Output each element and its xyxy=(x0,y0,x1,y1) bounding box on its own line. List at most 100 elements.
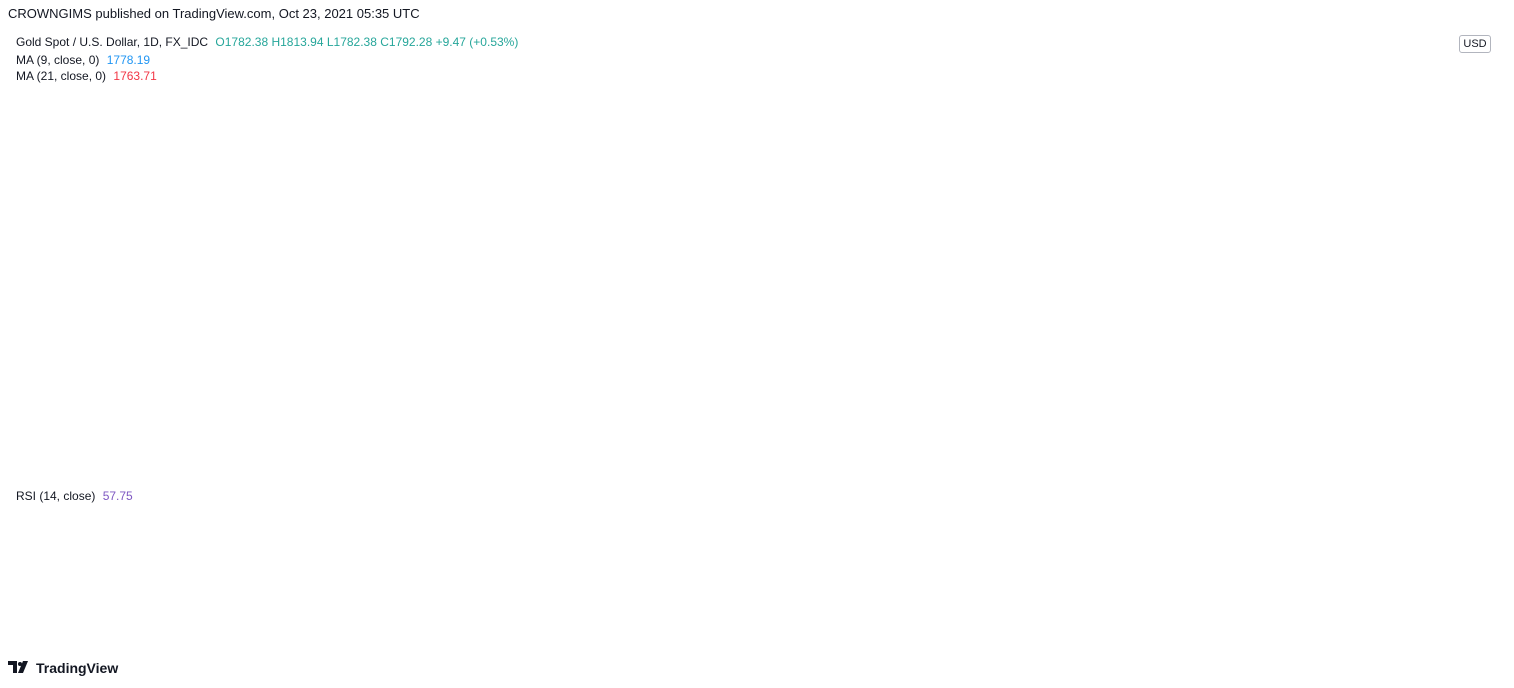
candle-body xyxy=(650,306,654,316)
symbol-legend: Gold Spot / U.S. Dollar, 1D, FX_IDC O178… xyxy=(16,35,518,49)
candle-body xyxy=(464,64,469,69)
candle-body xyxy=(35,338,40,354)
candle-body xyxy=(634,287,639,299)
candle-body xyxy=(1015,238,1020,248)
candle-body xyxy=(1074,309,1078,325)
candle-body xyxy=(597,298,601,312)
price-tick-label: 1740.00 xyxy=(1453,352,1493,364)
candle-body xyxy=(475,73,480,75)
candle-body xyxy=(946,214,951,221)
candle-body xyxy=(395,156,400,175)
candle-body xyxy=(798,220,803,224)
candle-body xyxy=(273,265,278,288)
symbol-title[interactable]: Gold Spot / U.S. Dollar, 1D, FX_IDC xyxy=(16,35,209,49)
candle-body xyxy=(120,349,124,358)
candle-body xyxy=(623,284,628,292)
last-price-tag xyxy=(1445,254,1500,269)
candle-body xyxy=(141,357,146,376)
level-price-label: 1789.36 xyxy=(1452,262,1492,274)
ma21-label[interactable]: MA (21, close, 0) xyxy=(16,69,107,83)
level-price-tag xyxy=(1445,331,1500,346)
candle-body xyxy=(1116,320,1121,325)
candle-body xyxy=(220,346,225,354)
candle-body xyxy=(104,371,109,376)
candle-body xyxy=(448,55,453,83)
candle-body xyxy=(840,360,845,362)
candle-body xyxy=(708,220,713,226)
candle-body xyxy=(506,101,511,116)
candle-body xyxy=(512,97,517,116)
candle-body xyxy=(146,360,151,376)
candle-body xyxy=(289,287,294,303)
candle-body xyxy=(819,238,824,257)
candle-body xyxy=(1026,247,1031,257)
candle-body xyxy=(332,274,336,281)
pattern-line-jun xyxy=(566,69,668,348)
candle-body xyxy=(93,384,98,386)
candle-body xyxy=(846,357,851,361)
candle-body xyxy=(24,274,29,303)
candle-body xyxy=(1142,311,1147,318)
candle-body xyxy=(337,274,342,288)
candle-body xyxy=(432,92,437,102)
ma9-label[interactable]: MA (9, close, 0) xyxy=(16,53,100,67)
candle-body xyxy=(294,284,299,303)
candle-body xyxy=(570,165,575,202)
rsi-legend: RSI (14, close) 57.75 xyxy=(16,489,133,503)
candle-body xyxy=(787,225,792,230)
candle-body xyxy=(835,348,840,361)
candle-body xyxy=(114,357,119,361)
candle-body xyxy=(369,188,374,193)
candle-body xyxy=(385,187,389,221)
candle-body xyxy=(559,119,564,135)
candle-body xyxy=(67,426,71,453)
candle-body xyxy=(782,229,787,239)
rsi-label[interactable]: RSI (14, close) xyxy=(16,489,96,503)
candle-body xyxy=(1021,238,1025,248)
candle-body xyxy=(899,280,904,285)
candle-body xyxy=(194,375,199,380)
moving-averages xyxy=(15,61,1210,418)
time-tick-label: 16 xyxy=(90,633,102,645)
candle-body xyxy=(51,390,56,403)
candle-body xyxy=(1169,256,1174,279)
candle-body xyxy=(199,360,204,380)
candle-body xyxy=(480,46,485,74)
price-tick-label: 1820.00 xyxy=(1453,206,1493,218)
candle-body xyxy=(713,220,718,233)
candle-body xyxy=(883,271,888,274)
candle-body xyxy=(45,375,50,391)
footer-brand[interactable]: TradingView xyxy=(8,660,118,676)
candle-body xyxy=(766,247,771,250)
candle-body xyxy=(1052,311,1057,330)
candle-body xyxy=(1153,302,1158,310)
candle-body xyxy=(681,258,686,266)
candle-body xyxy=(925,247,930,261)
rsi-panel xyxy=(10,487,1444,621)
annotations: Resistance level Support level 50 period E… xyxy=(985,171,1353,415)
candle-body xyxy=(1137,311,1142,316)
candle-body xyxy=(962,196,967,200)
candle-body xyxy=(40,353,45,376)
candle-body xyxy=(162,379,167,391)
level-price-label: 1750.10 xyxy=(1452,334,1492,346)
candle-body xyxy=(740,225,745,237)
candle-body xyxy=(761,243,766,248)
candle-body xyxy=(565,134,570,166)
candle-body xyxy=(983,220,988,239)
candle-body xyxy=(814,229,819,239)
level-price-tag xyxy=(1445,259,1500,274)
candle-body xyxy=(1068,291,1073,310)
rsi-line xyxy=(15,487,1209,621)
breakout-arrow-head xyxy=(225,260,245,273)
candle-body xyxy=(310,287,315,294)
candle-body xyxy=(459,64,464,69)
candle-body xyxy=(676,265,681,275)
ma21-legend: MA (21, close, 0) 1763.71 xyxy=(16,69,157,83)
candle-body xyxy=(1127,302,1131,312)
pattern-line-jul xyxy=(676,200,750,341)
currency-button[interactable]: USD xyxy=(1459,35,1491,53)
rsi-tick-label: 60.00 xyxy=(1453,526,1481,538)
price-tick-label: 1700.00 xyxy=(1453,425,1493,437)
